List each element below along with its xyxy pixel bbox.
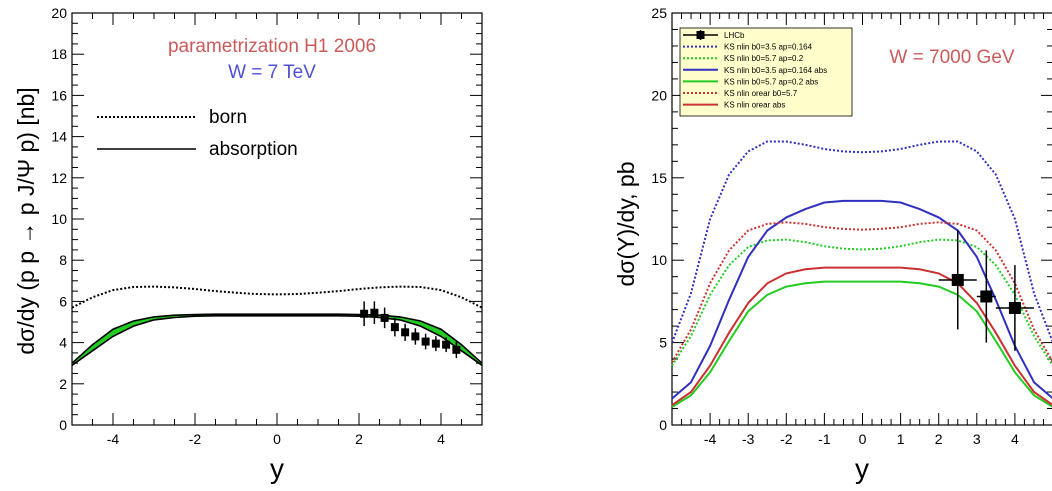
legend-label-2: KS nlin b0=5.7 ap=0.2 <box>724 54 804 63</box>
legend-marker-square <box>696 31 705 39</box>
left-x-tick-label: 4 <box>437 431 445 447</box>
right-tick-labels: -4 -3 -2 -1 0 1 2 3 4 0 5 10 15 20 25 <box>651 5 1019 447</box>
left-x-axis-label: y <box>270 453 284 484</box>
right-y-tick-label: 20 <box>651 87 667 103</box>
curve-blue-dotted <box>671 140 1052 343</box>
right-y-tick-label: 25 <box>651 5 667 21</box>
legend-label-3: KS nlin b0=3.5 ap=0.164 abs <box>724 66 827 75</box>
left-y-tick-label: 4 <box>59 335 67 351</box>
curve-red-solid <box>671 266 1052 407</box>
data-point-marker <box>431 339 440 348</box>
curve-absorption-upper <box>71 313 483 364</box>
left-y-axis-label: dσ/dy (p p → p J/Ψ p) [nb] <box>13 87 39 354</box>
curve-blue-solid <box>671 199 1052 400</box>
legend-label-6: KS nlin orear abs <box>724 101 785 110</box>
right-x-tick-label: -3 <box>742 431 755 447</box>
right-axis-ticks <box>671 12 1052 426</box>
data-point-marker <box>411 332 420 341</box>
left-y-tick-label: 8 <box>59 252 67 268</box>
left-curves <box>71 285 483 366</box>
right-x-tick-label: 1 <box>897 431 905 447</box>
right-x-tick-label: 0 <box>859 431 867 447</box>
legend-label-0: LHCb <box>724 31 745 40</box>
left-y-tick-label: 12 <box>51 170 67 186</box>
right-y-tick-label: 5 <box>659 335 667 351</box>
left-y-tick-label: 14 <box>51 129 67 145</box>
lhcb-marker <box>951 273 964 286</box>
left-data-points <box>360 301 461 359</box>
left-y-tick-label: 0 <box>59 417 67 433</box>
left-x-tick-label: -2 <box>189 431 202 447</box>
left-absorption-band <box>72 314 482 366</box>
left-legend: born absorption <box>97 107 298 160</box>
curve-born <box>71 285 483 309</box>
right-legend-entries: LHCb KS nlin b0=3.5 ap=0.164 KS nlin b0=5.… <box>683 30 827 110</box>
right-x-tick-label: 4 <box>1011 431 1019 447</box>
left-axis-ticks <box>71 12 483 426</box>
right-x-axis-label: y <box>855 453 869 484</box>
data-point-marker <box>452 345 461 354</box>
data-point-marker <box>442 340 451 349</box>
absorption-band <box>72 314 482 366</box>
right-x-tick-label: 2 <box>935 431 943 447</box>
left-annotation-energy: W = 7 TeV <box>228 62 316 83</box>
right-x-tick-label: -2 <box>780 431 793 447</box>
data-point-marker <box>360 309 369 318</box>
right-data-points <box>938 230 1034 351</box>
right-x-tick-label: -1 <box>818 431 831 447</box>
right-y-axis-label: dσ(Υ)/dy, pb <box>613 162 639 287</box>
left-x-tick-label: -4 <box>107 431 120 447</box>
right-legend-box <box>679 27 853 117</box>
curve-absorption-lower <box>71 315 483 366</box>
left-chart-panel: -4 -2 0 2 4 0 2 4 6 8 10 12 14 16 18 20 parametrization… <box>13 5 483 484</box>
left-tick-labels: -4 -2 0 2 4 0 2 4 6 8 10 12 14 16 18 20 <box>51 5 445 447</box>
left-y-tick-label: 18 <box>51 46 67 62</box>
right-y-tick-label: 10 <box>651 252 667 268</box>
right-chart-panel: -4 -3 -2 -1 0 1 2 3 4 0 5 10 15 20 25 W = 7000 GeV LHC… <box>613 5 1052 484</box>
left-annotation-param: parametrization H1 2006 <box>168 36 376 57</box>
data-point-marker <box>401 328 410 337</box>
left-y-tick-label: 6 <box>59 293 67 309</box>
left-x-tick-label: 0 <box>273 431 281 447</box>
legend-label-1: KS nlin b0=3.5 ap=0.164 <box>724 43 813 52</box>
right-x-tick-label: -4 <box>704 431 717 447</box>
legend-born-label: born <box>209 107 247 128</box>
data-point-marker <box>370 308 379 317</box>
right-legend: LHCb KS nlin b0=3.5 ap=0.164 KS nlin b0=5.… <box>679 27 853 117</box>
right-annotation-energy: W = 7000 GeV <box>889 47 1014 68</box>
data-point-marker <box>421 337 430 346</box>
left-y-tick-label: 16 <box>51 87 67 103</box>
curve-red-dotted <box>671 221 1052 363</box>
data-point-marker <box>380 313 389 322</box>
left-x-tick-label: 2 <box>355 431 363 447</box>
data-point-marker <box>390 323 399 332</box>
curve-green-solid <box>671 280 1052 408</box>
lhcb-marker <box>980 290 993 303</box>
lhcb-marker <box>1008 301 1021 314</box>
left-y-tick-label: 20 <box>51 5 67 21</box>
right-curves <box>671 140 1052 408</box>
left-y-tick-label: 10 <box>51 211 67 227</box>
legend-label-5: KS nlin orear b0=5.7 <box>724 89 798 98</box>
legend-label-4: KS nlin b0=5.7 ap=0.2 abs <box>724 77 818 86</box>
right-x-tick-label: 3 <box>973 431 981 447</box>
right-y-tick-label: 0 <box>659 417 667 433</box>
left-y-tick-label: 2 <box>59 376 67 392</box>
right-y-tick-label: 15 <box>651 170 667 186</box>
legend-absorption-label: absorption <box>209 139 298 160</box>
curve-green-dotted <box>671 238 1052 367</box>
